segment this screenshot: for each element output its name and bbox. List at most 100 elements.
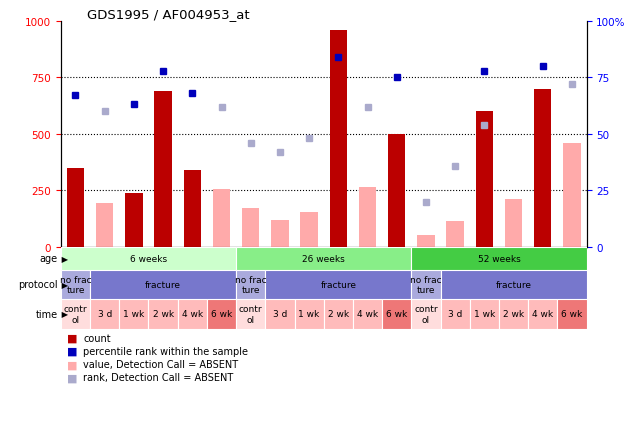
Text: 4 wk: 4 wk: [532, 310, 553, 319]
Text: protocol: protocol: [18, 280, 58, 289]
Bar: [329, 31, 347, 247]
Text: time: time: [35, 309, 58, 319]
Text: 1 wk: 1 wk: [123, 310, 144, 319]
Bar: [119, 299, 149, 329]
Text: ■: ■: [67, 372, 78, 382]
Text: 6 wk: 6 wk: [562, 310, 583, 319]
Bar: [207, 299, 236, 329]
Text: ■: ■: [67, 333, 78, 343]
Text: 52 weeks: 52 weeks: [478, 254, 520, 263]
Bar: [563, 144, 581, 247]
Text: 26 weeks: 26 weeks: [303, 254, 345, 263]
Bar: [125, 193, 143, 247]
Text: GSM22280: GSM22280: [567, 250, 576, 292]
Bar: [271, 220, 288, 247]
Bar: [499, 299, 528, 329]
Text: 4 wk: 4 wk: [357, 310, 378, 319]
Bar: [504, 200, 522, 247]
Text: ▶: ▶: [59, 280, 68, 289]
Bar: [90, 299, 119, 329]
Bar: [183, 171, 201, 247]
Text: GSM22272: GSM22272: [392, 250, 401, 292]
Bar: [213, 190, 230, 247]
Text: GSM22271: GSM22271: [363, 250, 372, 292]
Bar: [417, 235, 435, 247]
Text: age: age: [40, 254, 58, 263]
Text: GSM22274: GSM22274: [451, 250, 460, 292]
Bar: [446, 221, 464, 247]
Bar: [324, 299, 353, 329]
Bar: [557, 299, 587, 329]
Text: 3 d: 3 d: [97, 310, 112, 319]
Bar: [236, 299, 265, 329]
Text: 2 wk: 2 wk: [328, 310, 349, 319]
Bar: [61, 299, 90, 329]
Bar: [301, 212, 318, 247]
Text: percentile rank within the sample: percentile rank within the sample: [83, 346, 248, 356]
Bar: [294, 299, 324, 329]
Text: GSM22166: GSM22166: [100, 250, 109, 292]
Bar: [412, 299, 440, 329]
Text: GDS1995 / AF004953_at: GDS1995 / AF004953_at: [87, 7, 250, 20]
Text: ■: ■: [67, 359, 78, 369]
Text: GSM22165: GSM22165: [71, 250, 80, 292]
Text: GSM22270: GSM22270: [334, 250, 343, 292]
Text: GSM22276: GSM22276: [480, 250, 489, 292]
Text: 1 wk: 1 wk: [474, 310, 495, 319]
Bar: [265, 270, 412, 299]
Text: GSM22277: GSM22277: [509, 250, 518, 292]
Bar: [67, 168, 84, 247]
Bar: [353, 299, 382, 329]
Bar: [382, 299, 412, 329]
Text: fracture: fracture: [320, 280, 356, 289]
Text: GSM22279: GSM22279: [538, 250, 547, 292]
Text: 1 wk: 1 wk: [299, 310, 320, 319]
Text: 2 wk: 2 wk: [503, 310, 524, 319]
Bar: [440, 270, 587, 299]
Text: 6 wk: 6 wk: [386, 310, 407, 319]
Text: GSM22265: GSM22265: [188, 250, 197, 292]
Text: 6 weeks: 6 weeks: [130, 254, 167, 263]
Bar: [476, 112, 493, 247]
Text: 2 wk: 2 wk: [153, 310, 174, 319]
Text: ▶: ▶: [59, 310, 68, 319]
Bar: [154, 92, 172, 247]
Bar: [96, 204, 113, 247]
Bar: [61, 270, 90, 299]
Bar: [61, 247, 236, 270]
Text: contr
ol: contr ol: [239, 305, 263, 324]
Bar: [388, 135, 406, 247]
Text: contr
ol: contr ol: [414, 305, 438, 324]
Text: fracture: fracture: [495, 280, 531, 289]
Text: 3 d: 3 d: [272, 310, 287, 319]
Bar: [149, 299, 178, 329]
Bar: [440, 299, 470, 329]
Text: GSM22273: GSM22273: [421, 250, 430, 292]
Text: 4 wk: 4 wk: [182, 310, 203, 319]
Bar: [412, 247, 587, 270]
Bar: [412, 270, 440, 299]
Text: no frac
ture: no frac ture: [235, 275, 267, 294]
Bar: [236, 247, 412, 270]
Bar: [265, 299, 294, 329]
Text: GSM22266: GSM22266: [217, 250, 226, 292]
Text: fracture: fracture: [145, 280, 181, 289]
Text: 6 wk: 6 wk: [211, 310, 232, 319]
Text: ▶: ▶: [59, 254, 68, 263]
Text: 3 d: 3 d: [448, 310, 462, 319]
Bar: [178, 299, 207, 329]
Bar: [90, 270, 236, 299]
Bar: [359, 187, 376, 247]
Text: contr
ol: contr ol: [63, 305, 87, 324]
Text: rank, Detection Call = ABSENT: rank, Detection Call = ABSENT: [83, 372, 233, 382]
Text: GSM22268: GSM22268: [276, 250, 285, 292]
Text: no frac
ture: no frac ture: [410, 275, 442, 294]
Bar: [470, 299, 499, 329]
Text: GSM22263: GSM22263: [129, 250, 138, 292]
Bar: [534, 89, 551, 247]
Text: no frac
ture: no frac ture: [60, 275, 91, 294]
Text: count: count: [83, 333, 111, 343]
Text: value, Detection Call = ABSENT: value, Detection Call = ABSENT: [83, 359, 238, 369]
Text: GSM22264: GSM22264: [158, 250, 167, 292]
Bar: [528, 299, 557, 329]
